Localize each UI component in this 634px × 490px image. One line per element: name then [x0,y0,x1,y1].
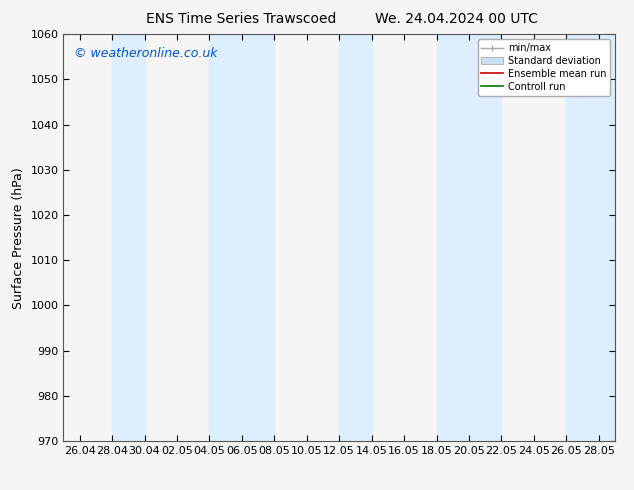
Bar [437,34,501,441]
Bar [112,34,145,441]
Text: ENS Time Series Trawscoed: ENS Time Series Trawscoed [146,12,336,26]
Y-axis label: Surface Pressure (hPa): Surface Pressure (hPa) [12,167,25,309]
Legend: min/max, Standard deviation, Ensemble mean run, Controll run: min/max, Standard deviation, Ensemble me… [477,39,610,96]
Text: © weatheronline.co.uk: © weatheronline.co.uk [74,47,218,59]
Text: We. 24.04.2024 00 UTC: We. 24.04.2024 00 UTC [375,12,538,26]
Bar [209,34,275,441]
Bar [566,34,631,441]
Bar [339,34,372,441]
